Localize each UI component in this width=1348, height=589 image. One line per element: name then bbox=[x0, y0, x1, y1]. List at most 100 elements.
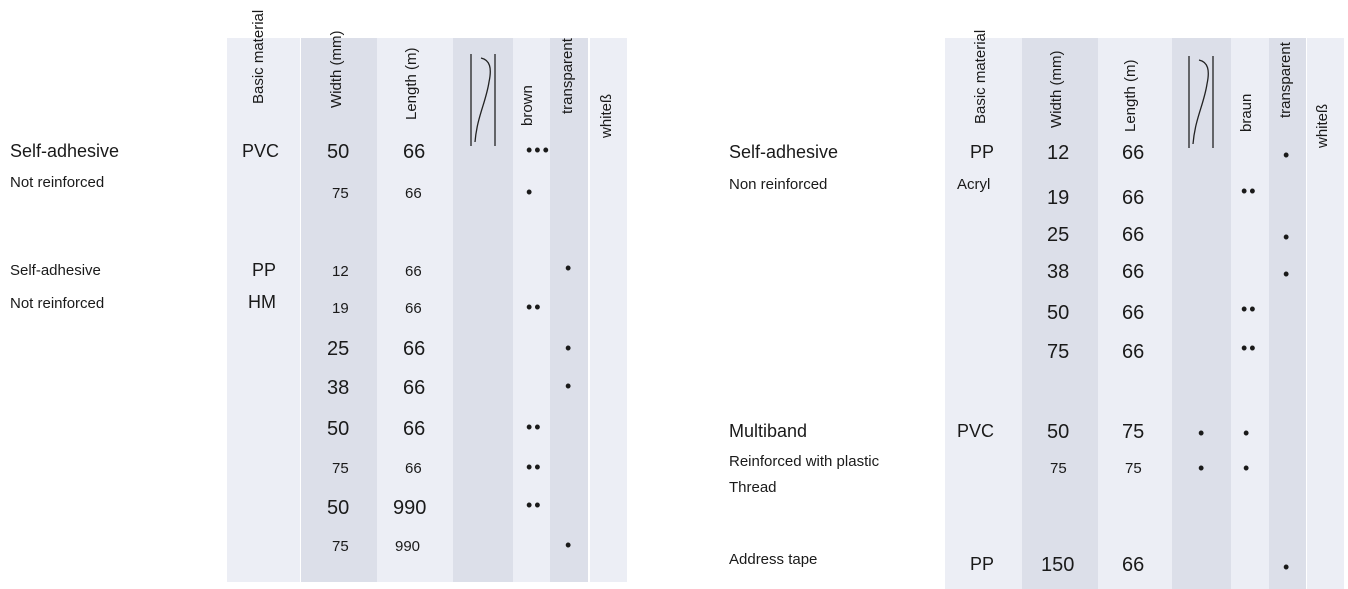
header-white-right: whiteß bbox=[1314, 103, 1331, 148]
left-brown-mark: •• bbox=[526, 297, 543, 317]
left-width: 50 bbox=[327, 141, 350, 163]
right-material-pp: PP bbox=[970, 142, 995, 162]
right-group1-subtitle: Non reinforced bbox=[729, 176, 828, 193]
left-width: 25 bbox=[327, 338, 350, 360]
left-length: 66 bbox=[403, 338, 426, 360]
right-width: 38 bbox=[1047, 261, 1070, 283]
left-material-pvc: PVC bbox=[242, 141, 280, 161]
left-transparent-mark: • bbox=[565, 258, 574, 278]
header-basic-material: Basic material bbox=[250, 9, 267, 104]
right-brown-mark: •• bbox=[1241, 181, 1258, 201]
header-brown-right: braun bbox=[1238, 93, 1255, 132]
header-width: Width (mm) bbox=[1048, 50, 1065, 129]
right-width: 75 bbox=[1047, 341, 1070, 363]
right-length: 66 bbox=[1122, 554, 1145, 576]
right-transparent-mark: • bbox=[1283, 264, 1292, 284]
right-length: 66 bbox=[1122, 142, 1145, 164]
left-width: 12 bbox=[332, 263, 349, 280]
left-width: 75 bbox=[332, 460, 349, 477]
left-transparent-mark: • bbox=[565, 535, 574, 555]
right-group2-subtitle: Reinforced with plastic bbox=[729, 453, 880, 470]
header-basic-material: Basic material bbox=[972, 29, 989, 124]
header-white-left: whiteß bbox=[598, 93, 615, 138]
left-length: 66 bbox=[403, 377, 426, 399]
left-col-icon bbox=[453, 38, 513, 582]
left-length: 66 bbox=[405, 263, 422, 280]
right-col-transparent bbox=[1269, 38, 1306, 589]
header-transparent-left: transparent bbox=[559, 38, 576, 114]
left-col-transparent bbox=[550, 38, 588, 582]
left-width: 75 bbox=[332, 185, 349, 202]
right-width: 19 bbox=[1047, 187, 1070, 209]
right-col-material bbox=[945, 38, 1022, 589]
right-brown-mark: •• bbox=[1241, 299, 1258, 319]
right-length: 66 bbox=[1122, 187, 1145, 209]
right-col-icon bbox=[1172, 38, 1231, 589]
left-group1-title: Self-adhesive bbox=[10, 141, 120, 161]
right-transparent-mark: • bbox=[1283, 145, 1292, 165]
left-width: 75 bbox=[332, 538, 349, 555]
left-transparent-mark: • bbox=[565, 376, 574, 396]
right-material-pp-address: PP bbox=[970, 554, 995, 574]
right-width: 25 bbox=[1047, 224, 1070, 246]
right-group2-subtitle2: Thread bbox=[729, 479, 777, 496]
left-group2-subtitle: Not reinforced bbox=[10, 295, 105, 312]
left-length: 66 bbox=[405, 185, 422, 202]
left-group2-title: Self-adhesive bbox=[10, 262, 101, 279]
right-length: 75 bbox=[1125, 460, 1142, 477]
right-group2-title: Multiband bbox=[729, 421, 808, 441]
left-brown-mark: •• bbox=[526, 457, 543, 477]
left-brown-mark: •• bbox=[526, 417, 543, 437]
right-width: 50 bbox=[1047, 302, 1070, 324]
right-transparent-mark: • bbox=[1283, 227, 1292, 247]
left-brown-mark: • bbox=[526, 182, 535, 202]
left-group1-subtitle: Not reinforced bbox=[10, 174, 105, 191]
tape-roll-icon bbox=[1188, 56, 1214, 148]
right-brown-mark: • bbox=[1243, 423, 1252, 443]
left-brown-mark: •• bbox=[526, 495, 543, 515]
left-width: 19 bbox=[332, 300, 349, 317]
right-col-length bbox=[1098, 38, 1172, 589]
left-col-brown bbox=[513, 38, 550, 582]
right-material-acryl: Acryl bbox=[957, 176, 991, 193]
left-width: 50 bbox=[327, 497, 350, 519]
right-brown-mark: •• bbox=[1241, 338, 1258, 358]
right-width: 12 bbox=[1047, 142, 1070, 164]
left-width: 38 bbox=[327, 377, 350, 399]
right-transparent-mark: • bbox=[1283, 557, 1292, 577]
left-material-hm: HM bbox=[248, 292, 276, 312]
header-brown-left: brown bbox=[519, 85, 536, 126]
right-col-white bbox=[1307, 38, 1344, 589]
left-col-material bbox=[227, 38, 300, 582]
right-length: 66 bbox=[1122, 261, 1145, 283]
header-transparent-right: transparent bbox=[1277, 42, 1294, 118]
right-group3-title: Address tape bbox=[729, 551, 818, 568]
right-icon-mark: • bbox=[1198, 458, 1207, 478]
left-brown-mark: ••• bbox=[526, 140, 551, 160]
left-col-white bbox=[590, 38, 627, 582]
tape-roll-icon bbox=[470, 54, 496, 146]
right-brown-mark: • bbox=[1243, 458, 1252, 478]
left-length: 66 bbox=[403, 141, 426, 163]
right-length: 66 bbox=[1122, 341, 1145, 363]
right-width: 75 bbox=[1050, 460, 1067, 477]
right-material-pvc: PVC bbox=[957, 421, 995, 441]
left-width: 50 bbox=[327, 418, 350, 440]
left-material-pp: PP bbox=[252, 260, 277, 280]
right-col-brown bbox=[1231, 38, 1269, 589]
left-length: 990 bbox=[393, 497, 427, 519]
right-width: 50 bbox=[1047, 421, 1070, 443]
header-length: Length (m) bbox=[1122, 59, 1139, 132]
left-length: 990 bbox=[395, 538, 421, 555]
right-length: 66 bbox=[1122, 302, 1145, 324]
right-group1-title: Self-adhesive bbox=[729, 142, 839, 162]
left-col-width bbox=[301, 38, 377, 582]
header-length: Length (m) bbox=[403, 47, 420, 120]
left-length: 66 bbox=[403, 418, 426, 440]
right-icon-mark: • bbox=[1198, 423, 1207, 443]
left-length: 66 bbox=[405, 460, 422, 477]
right-length: 75 bbox=[1122, 421, 1145, 443]
right-col-width bbox=[1022, 38, 1098, 589]
right-length: 66 bbox=[1122, 224, 1145, 246]
